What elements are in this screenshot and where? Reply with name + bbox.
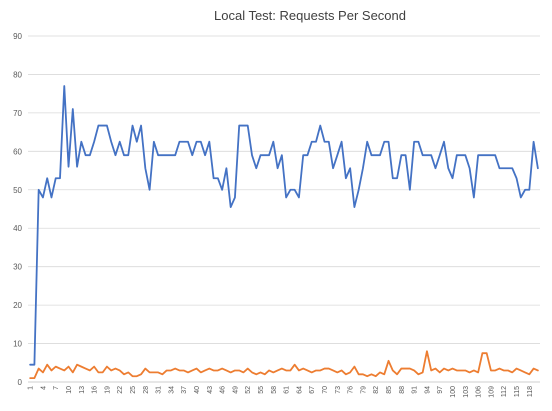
x-tick-label: 37 xyxy=(181,386,188,394)
y-tick-label: 70 xyxy=(13,109,22,118)
y-tick-label: 50 xyxy=(13,186,22,195)
x-tick-label: 106 xyxy=(476,386,483,398)
x-tick-label: 31 xyxy=(156,386,163,394)
gridlines xyxy=(28,35,540,383)
x-tick-label: 55 xyxy=(258,386,265,394)
x-tick-label: 79 xyxy=(360,386,367,394)
x-tick-label: 76 xyxy=(348,386,355,394)
x-tick-label: 112 xyxy=(501,386,508,397)
y-tick-label: 20 xyxy=(13,301,22,310)
x-tick-label: 64 xyxy=(296,386,303,394)
x-tick-label: 13 xyxy=(79,386,86,394)
x-tick-label: 43 xyxy=(207,386,214,394)
x-tick-label: 28 xyxy=(143,386,150,394)
x-tick-label: 40 xyxy=(194,386,201,394)
x-tick-label: 34 xyxy=(168,386,175,394)
x-tick-label: 100 xyxy=(450,386,457,398)
y-tick-label: 0 xyxy=(18,378,23,387)
x-tick-label: 94 xyxy=(424,386,431,394)
x-tick-label: 103 xyxy=(463,386,470,398)
x-axis-ticks: 1 4 7 10 13 16 19 22 25 28 31 34 37 40 43 46 49 52 55 58 61 6… xyxy=(28,386,534,398)
x-tick-label: 7 xyxy=(53,386,60,390)
y-tick-label: 90 xyxy=(13,32,22,41)
x-tick-label: 67 xyxy=(309,386,316,394)
x-tick-label: 82 xyxy=(373,386,380,394)
y-tick-label: 40 xyxy=(13,224,22,233)
y-tick-label: 30 xyxy=(13,263,22,272)
x-tick-label: 52 xyxy=(245,386,252,394)
x-tick-label: 46 xyxy=(220,386,227,394)
x-tick-label: 19 xyxy=(104,386,111,394)
x-tick-label: 58 xyxy=(271,386,278,394)
x-tick-label: 88 xyxy=(399,386,406,394)
x-tick-label: 109 xyxy=(488,386,495,398)
x-tick-label: 91 xyxy=(412,386,419,394)
x-tick-label: 118 xyxy=(527,386,534,397)
series-lines xyxy=(29,85,539,380)
x-tick-label: 25 xyxy=(130,386,137,394)
y-axis-ticks: 0 10 20 30 40 50 60 70 80 90 xyxy=(13,32,22,387)
x-tick-label: 1 xyxy=(28,386,35,390)
series-line-1 xyxy=(29,85,539,366)
x-tick-label: 73 xyxy=(335,386,342,394)
x-tick-label: 70 xyxy=(322,386,329,394)
x-tick-label: 85 xyxy=(386,386,393,394)
x-tick-label: 22 xyxy=(117,386,124,394)
chart-title: Local Test: Requests Per Second xyxy=(214,8,406,23)
y-tick-label: 10 xyxy=(13,340,22,349)
series-line-2 xyxy=(29,350,539,380)
y-tick-label: 80 xyxy=(13,70,22,79)
x-tick-label: 49 xyxy=(232,386,239,394)
x-tick-label: 61 xyxy=(284,386,291,394)
y-tick-label: 60 xyxy=(13,147,22,156)
x-tick-label: 97 xyxy=(437,386,444,394)
x-tick-label: 4 xyxy=(40,386,47,390)
x-tick-label: 10 xyxy=(66,386,73,394)
x-tick-label: 115 xyxy=(514,386,521,397)
x-tick-label: 16 xyxy=(92,386,99,394)
